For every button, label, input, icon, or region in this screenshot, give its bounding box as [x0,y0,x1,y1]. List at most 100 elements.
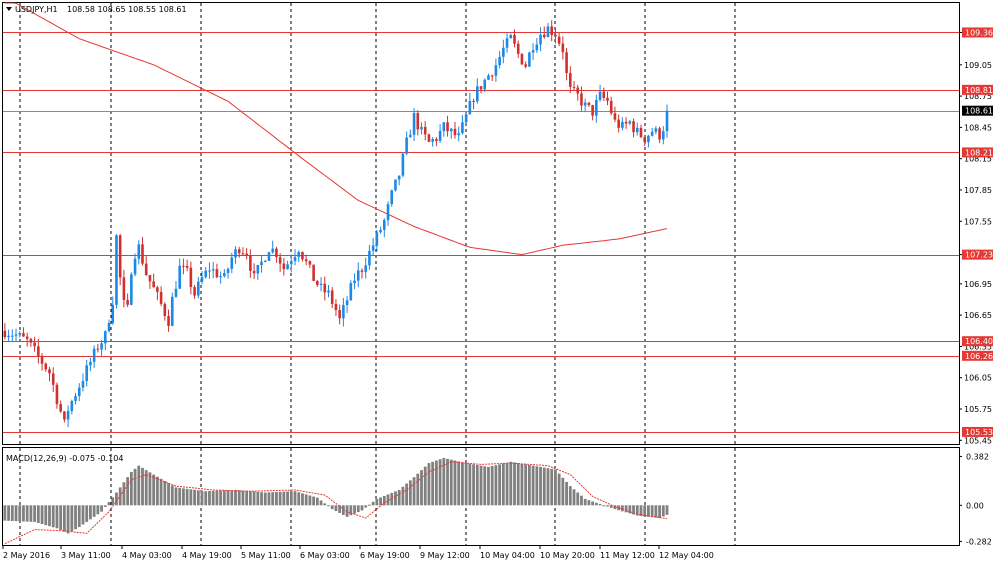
candle-body [639,127,643,138]
macd-bar [520,463,524,506]
candle-body [602,91,606,98]
macd-bar [282,491,286,506]
level-tag-label: 108.21 [965,148,993,157]
candle-body [40,355,44,364]
candle [260,255,263,273]
macd-bar [297,492,301,506]
candle [118,234,122,286]
candle [431,137,434,147]
candle-body [22,333,25,337]
candle-body [133,258,137,275]
candle-body [278,257,282,264]
candle [126,293,129,308]
level-tag-box [962,426,993,437]
candle-body [170,296,174,326]
candle [639,124,643,139]
macd-bar [338,505,342,513]
candle [342,298,345,327]
candle [3,323,7,340]
macd-bar [308,495,312,506]
macd-bar [170,485,174,506]
macd-bar [498,464,502,506]
candle-body [390,190,394,205]
macd-axis: 0.382 0.00 -0.282 [959,452,992,546]
candle-body [420,126,423,130]
price-tick-label: 108.45 [964,123,992,132]
candle [263,259,267,263]
candle-body [85,365,88,382]
candle-body [435,139,438,141]
macd-bar [368,504,371,506]
candle [170,292,174,327]
candle-body [409,134,412,138]
candle [319,277,323,292]
candle-body [245,253,248,256]
macd-bar [535,466,539,506]
candle-body [375,232,379,246]
candle [92,345,96,368]
candle [22,327,25,337]
macd-bar [461,462,464,506]
candle-body [449,128,453,132]
macd-bar [163,480,167,506]
candle-body [107,323,111,332]
macd-bar [315,497,319,506]
candle [111,296,115,325]
candle-body [25,336,29,339]
candle-body [48,369,51,374]
macd-bar [193,489,196,506]
candle-body [457,133,460,136]
macd-bar [345,505,349,517]
time-label: 11 May 12:00 [600,551,655,560]
macd-bar [606,505,609,507]
candle [531,43,535,60]
macd-bar [129,472,133,506]
candle-body [211,269,215,271]
macd-bar [501,463,505,506]
candle-body [3,330,7,338]
candle [115,234,118,309]
candle [665,104,669,138]
candle-body [118,235,122,278]
candle-body [621,121,624,128]
macd-bar [479,465,483,506]
macd-bar [628,505,632,514]
symbol-dropdown-icon[interactable] [6,7,12,11]
candle [275,246,278,263]
candle [487,73,490,81]
candle-body [189,267,193,287]
macd-bar [531,465,535,506]
macd-bar [375,498,379,506]
candle-body [70,400,74,411]
price-tick-label: 108.15 [964,155,992,164]
candle-body [368,250,371,266]
candle-body [141,244,144,264]
candle [282,257,286,276]
candle-body [479,86,483,90]
macd-bar [397,489,401,506]
macd-bar [632,505,635,515]
macd-bar [319,500,323,506]
candle-body [654,128,658,132]
macd-bar [405,483,409,506]
candle-body [606,97,609,101]
macd-bar [487,466,490,506]
macd-bar [341,505,345,515]
macd-bar [215,490,219,506]
candle [539,27,542,52]
macd-bar [62,505,66,532]
macd-bar [286,491,289,506]
macd-bar [416,473,420,506]
candle [464,112,468,124]
candle-body [81,381,85,388]
candle [29,337,33,347]
candle-body [219,276,222,278]
candle-body [427,134,431,142]
candle [297,250,301,262]
macd-bar [598,504,602,506]
candle-body [33,342,36,347]
candle-body [412,113,416,135]
candle [576,84,580,101]
candle [37,338,40,364]
